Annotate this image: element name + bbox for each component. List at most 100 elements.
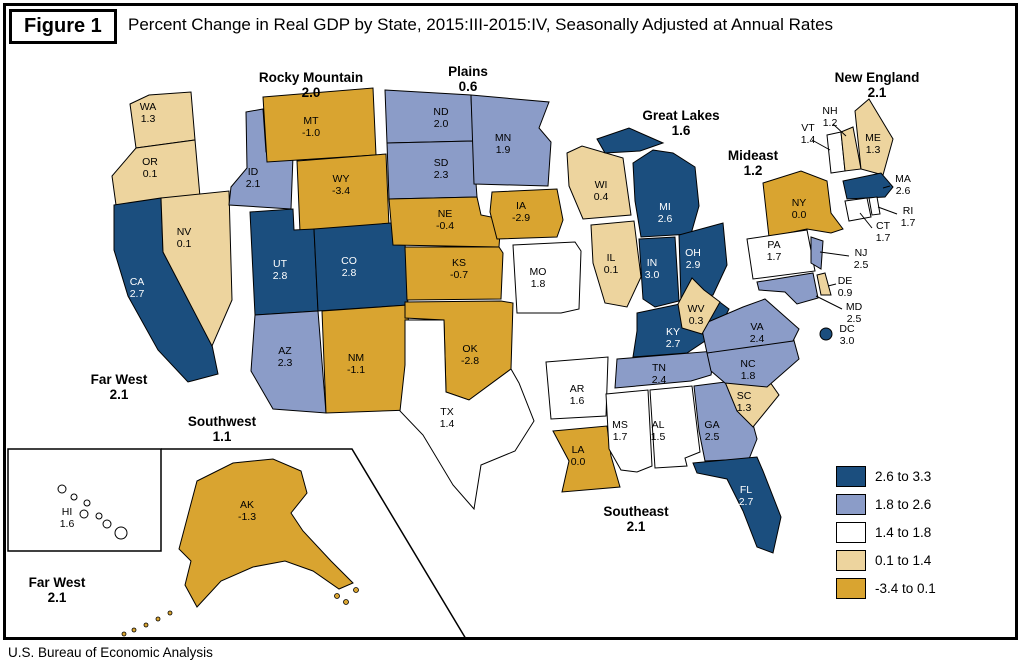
state-AL-shape bbox=[649, 385, 701, 469]
state-IN bbox=[638, 236, 680, 308]
legend-item: 2.6 to 3.3 bbox=[836, 466, 936, 487]
state-NM bbox=[321, 304, 411, 414]
callout-leader-line bbox=[859, 212, 873, 229]
state-AK-island bbox=[131, 627, 137, 633]
figure-number-label: Figure 1 bbox=[9, 9, 117, 44]
state-TN-shape bbox=[614, 350, 716, 389]
legend-item-label: 1.8 to 2.6 bbox=[875, 497, 932, 512]
state-NY-label: NY 0.0 bbox=[792, 197, 807, 221]
state-MS bbox=[605, 389, 653, 473]
state-WV-label: WV 0.3 bbox=[688, 303, 705, 327]
state-VT-label: VT 1.4 bbox=[801, 122, 816, 146]
callout-leader-line bbox=[811, 139, 831, 151]
state-WA-label: WA 1.3 bbox=[140, 101, 157, 125]
state-FL bbox=[692, 456, 782, 554]
state-UT-label: UT 2.8 bbox=[273, 258, 288, 282]
state-WI-shape bbox=[566, 145, 632, 220]
legend-item-label: 1.4 to 1.8 bbox=[875, 525, 932, 540]
callout-leader-line bbox=[882, 185, 891, 189]
legend-swatch bbox=[836, 494, 866, 515]
state-WV bbox=[677, 277, 721, 335]
state-WA bbox=[129, 91, 196, 149]
state-VA bbox=[700, 298, 800, 354]
legend: 2.6 to 3.3 1.8 to 2.6 1.4 to 1.8 0.1 to 1.4… bbox=[836, 466, 936, 606]
state-AK-island bbox=[121, 631, 127, 637]
state-IA-shape bbox=[489, 188, 564, 240]
state-RI-label: RI 1.7 bbox=[901, 205, 916, 229]
state-RI-shape bbox=[868, 196, 881, 216]
state-MA bbox=[842, 172, 894, 200]
state-IN-label: IN 3.0 bbox=[645, 257, 660, 281]
state-MO bbox=[512, 241, 582, 314]
callout-leader-line bbox=[877, 206, 898, 215]
state-ID-label: ID 2.1 bbox=[246, 166, 261, 190]
region-label-far-west-inset: Far West 2.1 bbox=[29, 575, 86, 605]
state-KS-label: KS -0.7 bbox=[450, 257, 468, 281]
region-label-new-england: New England 2.1 bbox=[835, 70, 920, 100]
state-AR-shape bbox=[545, 356, 609, 420]
state-AK-island bbox=[334, 593, 340, 599]
state-MN bbox=[470, 94, 552, 187]
state-TN-label: TN 2.4 bbox=[652, 362, 667, 386]
state-TX-shape bbox=[399, 319, 535, 511]
state-LA-shape bbox=[552, 425, 621, 493]
state-SD-label: SD 2.3 bbox=[434, 157, 449, 181]
state-SD bbox=[386, 140, 478, 200]
state-DC bbox=[819, 327, 833, 341]
state-CO-label: CO 2.8 bbox=[341, 255, 357, 279]
legend-swatch bbox=[836, 466, 866, 487]
state-CT-label: CT 1.7 bbox=[876, 220, 891, 244]
state-MA-shape bbox=[842, 172, 894, 200]
state-AR bbox=[545, 356, 609, 420]
state-DE-shape bbox=[816, 272, 832, 296]
state-MI bbox=[596, 127, 700, 238]
state-NV-label: NV 0.1 bbox=[177, 226, 192, 250]
state-MI-shape bbox=[596, 127, 665, 154]
state-WV-shape bbox=[677, 277, 721, 335]
state-NC-label: NC 1.8 bbox=[740, 358, 756, 382]
state-AK-island bbox=[167, 610, 173, 616]
state-IL bbox=[590, 220, 642, 308]
state-NV-shape bbox=[160, 190, 233, 348]
state-HI-island bbox=[57, 484, 67, 494]
state-AZ bbox=[250, 310, 327, 414]
state-CA-label: CA 2.7 bbox=[130, 276, 145, 300]
state-HI-island bbox=[102, 519, 112, 529]
state-NJ bbox=[810, 236, 824, 270]
state-NM-shape bbox=[321, 304, 411, 414]
region-label-far-west: Far West 2.1 bbox=[91, 372, 148, 402]
state-AK-island bbox=[343, 599, 349, 605]
state-AZ-shape bbox=[250, 310, 327, 414]
legend-swatch bbox=[836, 550, 866, 571]
state-ND-label: ND 2.0 bbox=[433, 106, 449, 130]
state-AK-island bbox=[353, 587, 359, 593]
state-AK-label: AK -1.3 bbox=[238, 499, 256, 523]
state-VA-label: VA 2.4 bbox=[750, 321, 765, 345]
state-HI bbox=[57, 484, 128, 540]
state-AK-island bbox=[155, 616, 161, 622]
legend-item: 1.4 to 1.8 bbox=[836, 522, 936, 543]
region-label-plains: Plains 0.6 bbox=[448, 64, 488, 94]
state-KS-shape bbox=[404, 246, 504, 301]
state-AZ-label: AZ 2.3 bbox=[278, 345, 293, 369]
state-IL-label: IL 0.1 bbox=[604, 252, 619, 276]
region-label-great-lakes: Great Lakes 1.6 bbox=[642, 108, 719, 138]
state-MN-shape bbox=[470, 94, 552, 187]
state-NE-label: NE -0.4 bbox=[436, 208, 454, 232]
state-CT-shape bbox=[844, 197, 872, 222]
state-FL-label: FL 2.7 bbox=[739, 484, 754, 508]
state-OH-label: OH 2.9 bbox=[685, 247, 701, 271]
state-LA-label: LA 0.0 bbox=[571, 444, 586, 468]
legend-swatch bbox=[836, 522, 866, 543]
state-SD-shape bbox=[386, 140, 478, 200]
legend-item: -3.4 to 0.1 bbox=[836, 578, 936, 599]
state-HI-island bbox=[114, 526, 128, 540]
state-RI bbox=[868, 196, 881, 216]
legend-item: 1.8 to 2.6 bbox=[836, 494, 936, 515]
state-LA bbox=[552, 425, 621, 493]
state-CT bbox=[844, 197, 872, 222]
state-WY-label: WY -3.4 bbox=[332, 173, 350, 197]
region-label-southwest: Southwest 1.1 bbox=[188, 414, 257, 444]
